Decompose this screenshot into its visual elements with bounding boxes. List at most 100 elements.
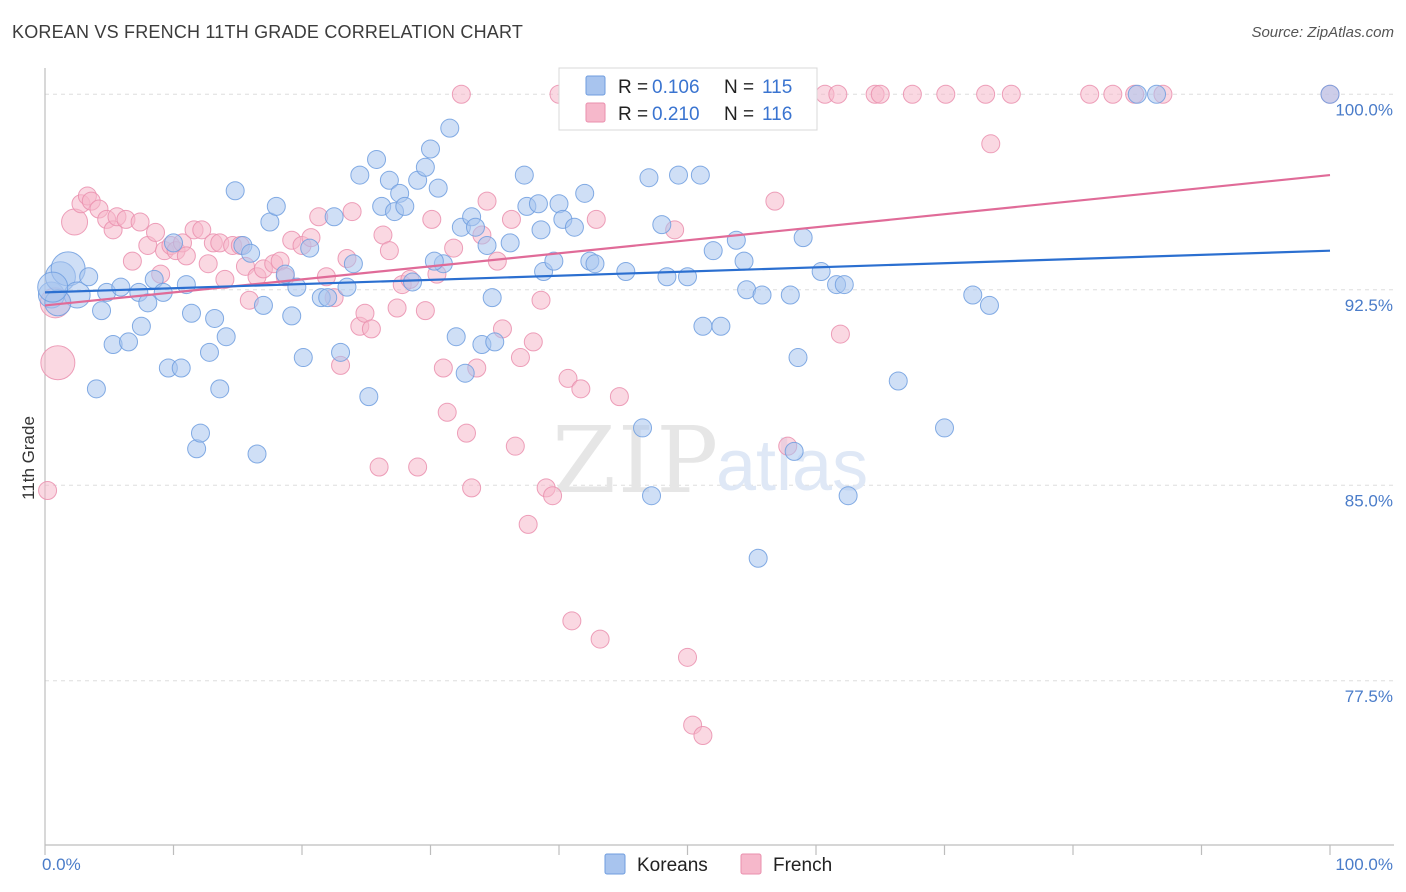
korean-point [225,181,245,201]
x-tick-label-0: 0.0% [42,855,81,874]
y-axis-label: 11th Grade [19,416,38,500]
korean-point [446,327,466,347]
french-point [543,486,563,506]
y-tick-label-0: 77.5% [1345,687,1393,706]
korean-point [343,254,363,274]
french-point [456,423,476,443]
french-point [38,480,58,500]
korean-point [1147,84,1167,104]
korean-point [359,387,379,407]
correlation-legend: R = 0.106 N = 115 R = 0.210 N = 116 [558,67,818,131]
korean-trend-line [44,249,1331,294]
french-point [505,436,525,456]
korean-point [564,217,584,237]
french-point [562,611,582,631]
korean-point [300,238,320,258]
zipatlas-watermark: ZIP atlas [552,407,868,514]
korean-point [784,441,804,461]
french-point [130,212,150,232]
korean-point [86,379,106,399]
bottom-legend-french-swatch [740,853,762,875]
french-point [981,134,1001,154]
korean-point [455,363,475,383]
bottom-legend-koreans-label: Koreans [637,855,708,876]
french-point [828,84,848,104]
french-point [215,269,235,289]
korean-point [199,342,219,362]
french-point [902,84,922,104]
french-point [501,209,521,229]
french-point [693,726,713,746]
korean-point [748,548,768,568]
legend-french-n-value: 116 [762,104,792,125]
french-point [415,301,435,321]
legend-koreans-r-value: 0.106 [652,77,700,98]
legend-koreans-swatch [585,75,606,96]
french-point [830,324,850,344]
korean-point [181,303,201,323]
korean-point [79,267,99,287]
korean-point [403,272,423,292]
french-point [1001,84,1021,104]
french-point [122,251,142,271]
french-point [369,457,389,477]
french-point [451,84,471,104]
korean-point [703,241,723,261]
korean-point [642,486,662,506]
french-point [510,348,530,368]
korean-point [350,165,370,185]
source-credit: Source: ZipAtlas.com [1251,24,1394,41]
korean-point [395,196,415,216]
korean-point [275,264,295,284]
legend-koreans-n-value: 115 [762,77,792,98]
korean-point [119,332,139,352]
korean-point [888,371,908,391]
korean-point [514,165,534,185]
korean-point [1127,84,1147,104]
korean-point [176,275,196,295]
french-point [462,478,482,498]
korean-points [37,84,1340,568]
korean-point [935,418,954,438]
y-tick-label-2: 92.5% [1345,296,1393,315]
french-point [590,629,610,649]
korean-point [788,348,808,368]
korean-point [482,288,502,308]
french-point [477,191,497,211]
french-point [765,191,785,211]
french-point [342,202,362,222]
korean-point [287,277,307,297]
french-point [192,220,212,240]
french-point [40,345,76,381]
french-point [361,319,381,339]
axes [44,68,1394,855]
korean-point [331,342,351,362]
korean-point [657,267,677,287]
korean-point [190,423,210,443]
x-tick-label-1: 100.0% [1335,855,1393,874]
korean-point [138,293,158,313]
french-point [936,84,956,104]
bottom-legend-french-label: French [773,855,832,876]
korean-point [793,228,813,248]
french-point [558,368,578,388]
korean-point [266,196,286,216]
korean-point [669,165,689,185]
korean-point [690,165,710,185]
korean-point [485,332,505,352]
korean-point [838,486,858,506]
french-point [433,358,453,378]
korean-point [734,251,754,271]
chart-title: KOREAN VS FRENCH 11TH GRADE CORRELATION … [12,22,524,42]
french-point [408,457,428,477]
french-point [176,246,196,266]
french-point [1103,84,1123,104]
french-point [586,209,606,229]
x-tick-labels: 0.0% 100.0% [42,855,1393,874]
legend-koreans-n-label: N = [724,77,754,98]
french-point [422,209,442,229]
korean-point [639,168,659,188]
korean-point [131,316,151,336]
korean-point [549,194,569,214]
korean-point [440,118,460,138]
